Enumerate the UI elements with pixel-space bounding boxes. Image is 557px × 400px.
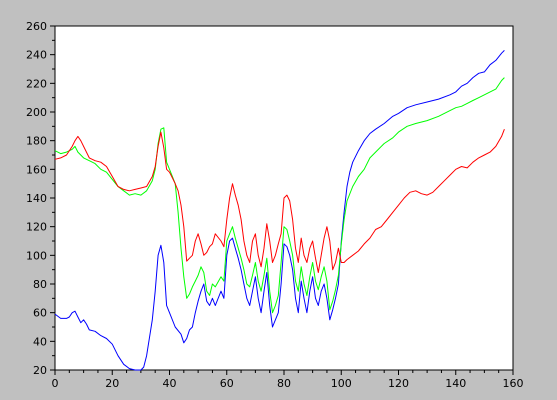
y-tick-label: 260 (26, 20, 47, 33)
y-tick-label: 20 (33, 364, 47, 377)
axis-ticks: 0 20 40 60 80 100 120 140 160 20 40 60 80 100 120 140 16… (26, 20, 524, 390)
x-tick-label: 60 (220, 377, 234, 390)
x-tick-label: 80 (277, 377, 291, 390)
y-tick-label: 220 (26, 77, 47, 90)
y-tick-label: 240 (26, 49, 47, 62)
y-tick-label: 160 (26, 163, 47, 176)
x-tick-label: 120 (388, 377, 409, 390)
y-tick-label: 180 (26, 135, 47, 148)
y-tick-label: 200 (26, 106, 47, 119)
x-tick-label: 160 (503, 377, 524, 390)
x-tick-label: 40 (163, 377, 177, 390)
x-tick-label: 140 (445, 377, 466, 390)
y-tick-label: 140 (26, 192, 47, 205)
series-line-2 (54, 77, 505, 314)
y-tick-label: 120 (26, 221, 47, 234)
x-tick-label: 100 (331, 377, 352, 390)
series-line-1 (54, 50, 505, 371)
series-line-3 (54, 129, 505, 273)
y-tick-label: 100 (26, 249, 47, 262)
y-tick-label: 40 (33, 335, 47, 348)
y-tick-label: 60 (33, 307, 47, 320)
x-tick-label: 0 (52, 377, 59, 390)
y-tick-label: 80 (33, 278, 47, 291)
series-lines (54, 50, 505, 371)
x-tick-label: 20 (105, 377, 119, 390)
